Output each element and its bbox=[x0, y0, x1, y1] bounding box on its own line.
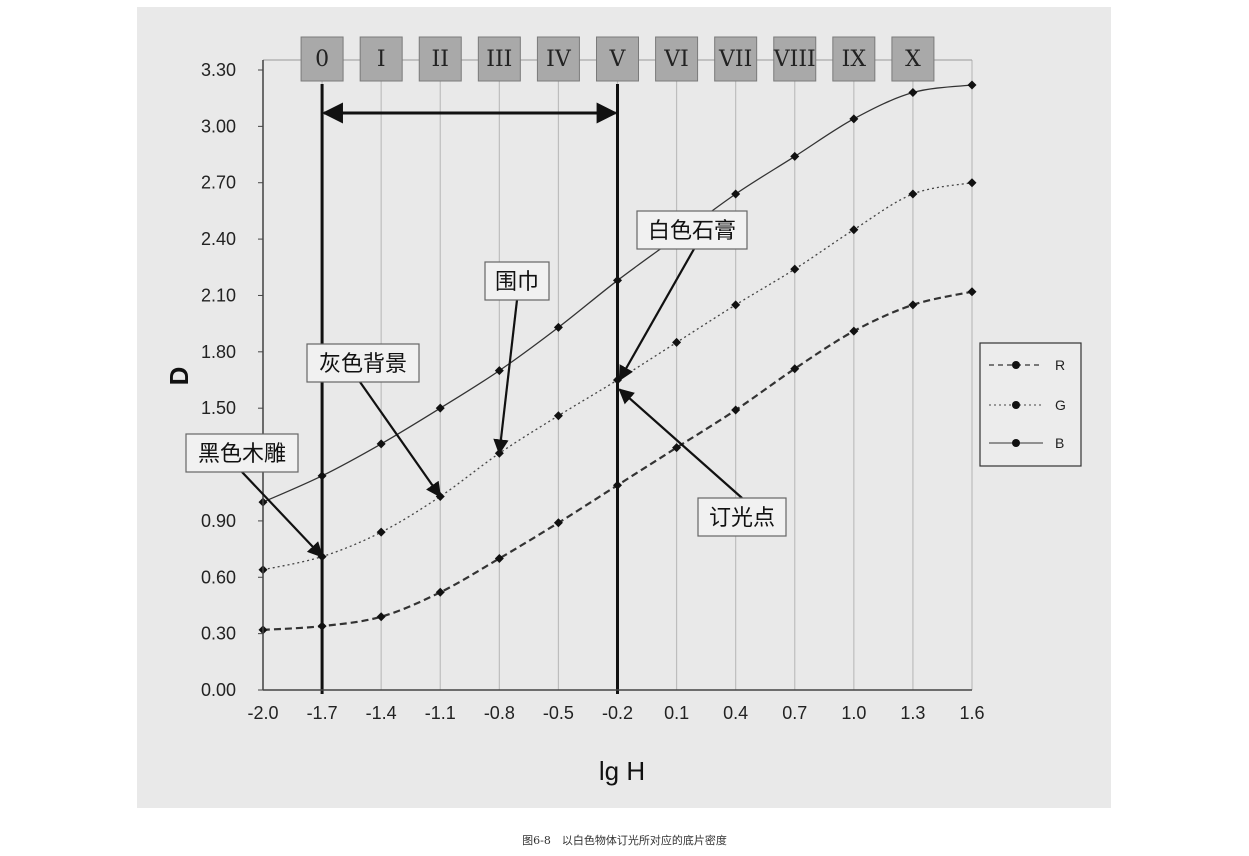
annotation-box bbox=[697, 497, 787, 537]
x-tick-label: 1.6 bbox=[959, 703, 984, 723]
data-point-R bbox=[435, 587, 445, 597]
annotation-arrow bbox=[618, 388, 743, 499]
x-tick-label: 0.7 bbox=[782, 703, 807, 723]
data-point-G bbox=[849, 225, 859, 235]
data-point-B bbox=[494, 366, 504, 376]
zone-label: II bbox=[432, 47, 449, 72]
data-point-R bbox=[967, 287, 977, 297]
y-tick-label: 3.30 bbox=[201, 60, 236, 80]
y-tick-label: 2.10 bbox=[201, 285, 236, 305]
y-tick-label: 0.30 bbox=[201, 624, 236, 644]
y-tick-label: 0.60 bbox=[201, 567, 236, 587]
x-tick-label: 0.1 bbox=[664, 703, 689, 723]
data-point-R bbox=[908, 300, 918, 310]
annotation-arrow bbox=[493, 299, 519, 455]
legend-label-B: B bbox=[1055, 435, 1064, 451]
annotation-box bbox=[636, 210, 748, 250]
data-point-B bbox=[967, 80, 977, 90]
data-point-B bbox=[376, 439, 386, 449]
data-point-B bbox=[849, 114, 859, 124]
data-point-B bbox=[731, 189, 741, 199]
zone-label: 0 bbox=[315, 47, 329, 72]
zone-box bbox=[300, 36, 344, 82]
annotation-box bbox=[306, 343, 420, 383]
y-tick-label: 3.00 bbox=[201, 116, 236, 136]
y-tick-label: 0.00 bbox=[201, 680, 236, 700]
zone-box bbox=[359, 36, 403, 82]
zone-label: X bbox=[905, 47, 921, 72]
data-point-R bbox=[672, 443, 682, 453]
chart-background bbox=[137, 7, 1111, 808]
data-point-G bbox=[376, 527, 386, 537]
data-point-R bbox=[553, 518, 563, 528]
data-point-B bbox=[790, 151, 800, 161]
data-point-G bbox=[967, 178, 977, 188]
annotation-arrow bbox=[241, 471, 324, 558]
zone-box bbox=[773, 36, 817, 82]
y-tick-label: 2.40 bbox=[201, 229, 236, 249]
x-tick-label: 1.3 bbox=[900, 703, 925, 723]
annotation-label: 白色石膏 bbox=[648, 219, 736, 244]
annotation-arrow bbox=[359, 381, 442, 498]
y-tick-label: 1.80 bbox=[201, 342, 236, 362]
x-tick-label: -2.0 bbox=[247, 703, 278, 723]
zone-label: III bbox=[486, 47, 512, 72]
data-point-R bbox=[849, 326, 859, 336]
x-axis-title: lg H bbox=[599, 756, 645, 786]
data-point-G bbox=[790, 264, 800, 274]
data-point-R bbox=[376, 612, 386, 622]
x-tick-label: -0.2 bbox=[602, 703, 633, 723]
data-point-R bbox=[494, 553, 504, 563]
figure-caption: 图6-8 以白色物体订光所对应的底片密度 bbox=[522, 834, 727, 847]
zone-box bbox=[891, 36, 935, 82]
data-point-R bbox=[790, 364, 800, 374]
zone-box bbox=[596, 36, 639, 82]
x-tick-label: -1.1 bbox=[425, 703, 456, 723]
y-tick-label: 2.70 bbox=[201, 173, 236, 193]
zone-box bbox=[536, 36, 580, 82]
data-point-B bbox=[553, 322, 563, 332]
annotation-label: 围巾 bbox=[495, 270, 539, 295]
data-point-G bbox=[731, 300, 741, 310]
zone-box bbox=[714, 36, 758, 82]
legend-marker-G bbox=[1012, 401, 1020, 409]
annotation-label: 黑色木雕 bbox=[198, 442, 286, 467]
zone-label: IV bbox=[546, 47, 572, 72]
zone-box bbox=[832, 36, 876, 82]
zone-label: VIII bbox=[773, 47, 816, 72]
zone-box bbox=[655, 36, 699, 82]
data-point-G bbox=[672, 337, 682, 347]
zone-label: VII bbox=[718, 47, 752, 72]
x-tick-label: -1.4 bbox=[366, 703, 397, 723]
zone-box bbox=[418, 36, 462, 82]
zone-box bbox=[477, 36, 521, 82]
zone-label: V bbox=[609, 47, 627, 72]
data-point-B bbox=[908, 88, 918, 98]
zone-label: I bbox=[377, 47, 386, 72]
y-tick-label: 0.90 bbox=[201, 511, 236, 531]
x-tick-label: 1.0 bbox=[841, 703, 866, 723]
x-tick-label: -0.5 bbox=[543, 703, 574, 723]
annotation-box bbox=[484, 261, 550, 301]
data-point-B bbox=[435, 403, 445, 413]
data-point-G bbox=[908, 189, 918, 199]
annotation-arrow bbox=[618, 248, 695, 382]
annotation-box bbox=[185, 433, 299, 473]
y-axis-title: D bbox=[164, 367, 194, 386]
zone-label: IX bbox=[842, 47, 867, 72]
legend-label-G: G bbox=[1055, 397, 1066, 413]
data-point-G bbox=[553, 411, 563, 421]
legend-marker-R bbox=[1012, 361, 1020, 369]
annotation-label: 灰色背景 bbox=[319, 352, 407, 377]
y-tick-label: 1.50 bbox=[201, 398, 236, 418]
legend-label-R: R bbox=[1055, 357, 1065, 373]
annotation-label: 订光点 bbox=[709, 506, 775, 531]
data-point-R bbox=[731, 405, 741, 415]
x-tick-label: 0.4 bbox=[723, 703, 748, 723]
x-tick-label: -0.8 bbox=[484, 703, 515, 723]
legend-marker-B bbox=[1012, 439, 1020, 447]
zone-label: VI bbox=[663, 47, 689, 72]
x-tick-label: -1.7 bbox=[307, 703, 338, 723]
